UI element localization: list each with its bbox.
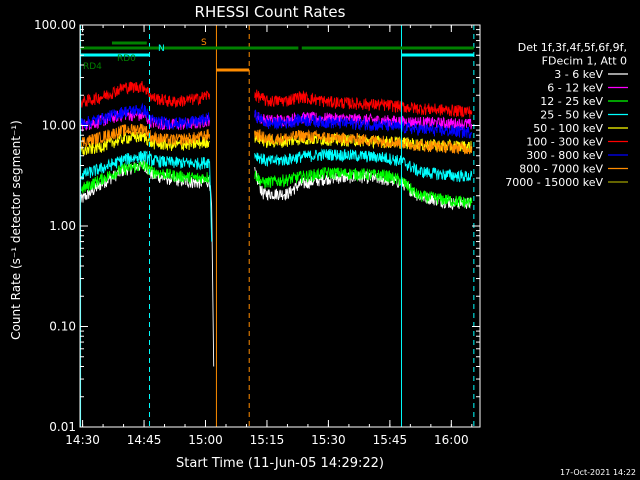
legend: Det 1f,3f,4f,5f,6f,9f,FDecim 1, Att 03 -… <box>505 41 628 189</box>
y-tick-label: 1.00 <box>49 219 76 233</box>
legend-entry-3-6-kev: 3 - 6 keV <box>554 68 603 81</box>
x-tick-label: 15:00 <box>188 433 223 447</box>
series-line-100-300-kev <box>80 81 473 118</box>
y-axis-label: Count Rate (s⁻¹ detector segment⁻¹) <box>9 120 23 340</box>
flag-label-n: N <box>158 44 165 54</box>
y-tick-label: 0.10 <box>49 320 76 334</box>
y-tick-label: 100.00 <box>34 18 76 32</box>
legend-entry-12-25-kev: 12 - 25 keV <box>540 95 603 108</box>
y-tick-label: 0.01 <box>49 420 76 434</box>
legend-entry-25-50-kev: 25 - 50 keV <box>540 109 603 122</box>
flag-label-rd4: RD4 <box>83 62 102 72</box>
legend-header-line: Det 1f,3f,4f,5f,6f,9f, <box>518 41 627 54</box>
timestamp: 17-Oct-2021 14:22 <box>560 468 636 477</box>
axes: 14:30 14:45 15:00 15:15 15:30 15:45 16:00 0.01 0… <box>34 18 480 447</box>
legend-entry-800-7000-kev: 800 - 7000 keV <box>519 163 603 176</box>
x-tick-label: 15:30 <box>311 433 346 447</box>
legend-header-line: FDecim 1, Att 0 <box>542 55 627 68</box>
x-axis-label: Start Time (11-Jun-05 14:29:22) <box>176 456 384 471</box>
flag-label-rd0: RD0 <box>117 54 136 64</box>
series-line-25-50-kev <box>80 148 473 242</box>
y-tick-label: 10.00 <box>42 119 76 133</box>
x-tick-label: 14:45 <box>127 433 162 447</box>
series-line-800-7000-kev <box>80 123 473 155</box>
legend-entry-50-100-kev: 50 - 100 keV <box>533 122 603 135</box>
x-tick-label: 16:00 <box>434 433 469 447</box>
legend-entry-7000-15000-kev: 7000 - 15000 keV <box>505 176 603 189</box>
flag-label-s: S <box>201 38 207 48</box>
legend-entry-100-300-kev: 100 - 300 keV <box>526 136 603 149</box>
series-line-12-25-kev <box>80 160 473 209</box>
legend-entry-6-12-kev: 6 - 12 keV <box>547 82 603 95</box>
x-tick-label: 15:15 <box>250 433 285 447</box>
x-tick-label: 14:30 <box>65 433 100 447</box>
legend-entry-300-800-kev: 300 - 800 keV <box>526 149 603 162</box>
series-line-300-800-kev <box>80 102 473 139</box>
plot-area: N S RD0 RD4 <box>80 25 475 427</box>
x-tick-label: 15:45 <box>373 433 408 447</box>
chart-title: RHESSI Count Rates <box>195 3 346 21</box>
